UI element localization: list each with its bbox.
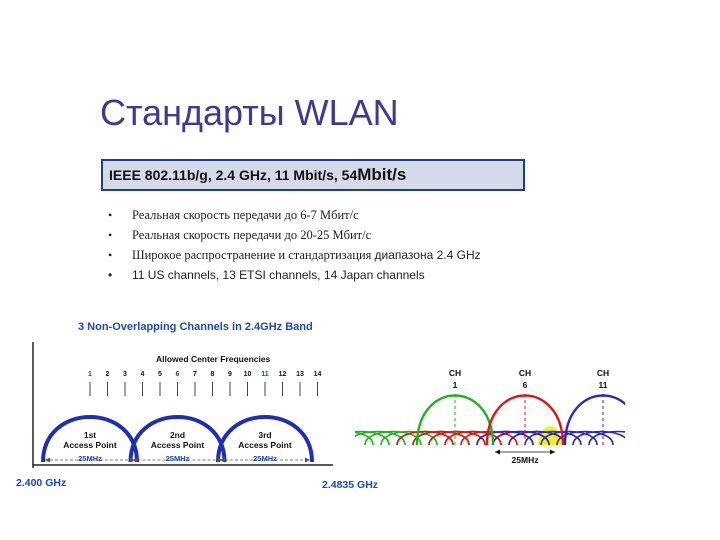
- slide-title: Стандарты WLAN: [100, 92, 399, 133]
- small-channel-arc: [476, 430, 534, 446]
- small-channel-arc: [355, 430, 406, 446]
- access-point-arc: [216, 415, 314, 463]
- channel-label: 4: [141, 371, 145, 378]
- main-channel-arc: [563, 394, 625, 446]
- banner-text: IEEE 802.11b/g, 2.4 GHz, 11 Mbit/s, 54: [109, 167, 358, 183]
- small-channel-arc: [364, 430, 422, 446]
- channel-labels: 1 2 3 4 5 6 7 8 9 10 11 12 13 14: [88, 371, 321, 378]
- small-channel-arc: [396, 430, 454, 446]
- bullet-marker: •: [108, 208, 113, 222]
- channel-ch-label: CH: [519, 368, 531, 378]
- channel-labels-right: CH 1 CH 6 CH 11: [449, 368, 609, 390]
- channel-number-label: 11: [599, 380, 608, 390]
- small-channel-arc: [355, 430, 390, 446]
- access-point-label: 2nd: [170, 430, 185, 440]
- bullet-marker: •: [108, 268, 113, 282]
- bullet-list: • Реальная скорость передачи до 6-7 Мбит/…: [108, 205, 481, 285]
- small-channel-arc: [444, 430, 502, 446]
- banner-text-big: Mbit/s: [357, 165, 407, 184]
- small-channel-arc: [412, 430, 470, 446]
- arrow-head: [45, 457, 50, 463]
- channel-label: 1: [88, 371, 92, 378]
- channel-ticks: [89, 382, 318, 396]
- freq-start-label: 2.400 GHz: [16, 477, 66, 489]
- channel-label: 12: [279, 371, 287, 378]
- channel-label: 11: [261, 371, 269, 378]
- channel-diagram-left: 3 Non-Overlapping Channels in 2.4GHz Ban…: [16, 321, 378, 491]
- bullet-item: • Реальная скорость передачи до 20-25 Мби…: [108, 225, 481, 245]
- left-axis: [32, 342, 333, 468]
- width-label: 25MHz: [253, 454, 277, 463]
- small-channel-arc: [355, 431, 374, 446]
- channel-label: 13: [296, 371, 304, 378]
- channel-number-label: 6: [523, 380, 528, 390]
- channel-width-marker-right: 25MHz: [495, 449, 555, 465]
- small-channel-arc: [380, 430, 438, 446]
- access-point-label: Access Point: [63, 440, 117, 450]
- bullet-item: • 11 US channels, 13 ETSI channels, 14 Ja…: [108, 265, 481, 285]
- bullet-item: • Широкое распространение и стандартизаци…: [108, 245, 481, 265]
- bullet-marker: •: [108, 228, 113, 242]
- channel-label: 10: [244, 371, 252, 378]
- small-channel-arc: [540, 430, 598, 446]
- bullet-marker: •: [108, 248, 113, 262]
- channel-diagram-right: CH 1 CH 6 CH 11 25MHz: [355, 368, 625, 465]
- width-label: 25MHz: [512, 455, 539, 465]
- access-point-label: Access Point: [238, 440, 292, 450]
- arrow-head: [220, 457, 225, 463]
- arrow-head: [495, 449, 500, 455]
- channel-number-label: 1: [453, 380, 458, 390]
- small-channel-arc: [524, 430, 582, 446]
- channel-label: 6: [176, 371, 180, 378]
- channel-ch-label: CH: [597, 368, 609, 378]
- channel-label: 3: [123, 371, 127, 378]
- bullet-text: 11 US channels, 13 ETSI channels, 14 Jap…: [132, 268, 425, 282]
- freq-end-label: 2.4835 GHz: [322, 479, 378, 491]
- arrow-head: [305, 457, 310, 463]
- arrow-head: [132, 457, 138, 463]
- small-channel-arc: [556, 430, 614, 446]
- channel-arcs: [355, 394, 625, 446]
- allowed-frequencies-label: Allowed Center Frequencies: [156, 354, 271, 364]
- standard-banner: IEEE 802.11b/g, 2.4 GHz, 11 Mbit/s, 54 M…: [101, 159, 525, 191]
- width-label: 25MHz: [166, 454, 190, 463]
- bullet-text: Широкое распространение и стандартизация: [132, 248, 375, 262]
- channel-label: 9: [228, 371, 232, 378]
- arrow-head: [550, 449, 555, 455]
- access-point-label: Access Point: [151, 440, 205, 450]
- bullet-text-suffix: диапазона 2.4 GHz: [374, 248, 481, 262]
- access-point-label: 1st: [84, 430, 96, 440]
- small-channel-arc: [428, 430, 486, 446]
- access-point-arcs: [41, 415, 314, 463]
- small-channel-arc: [588, 430, 625, 446]
- channel-label: 2: [106, 371, 110, 378]
- channel-label: 5: [158, 371, 162, 378]
- small-channel-arc: [492, 430, 550, 446]
- channel-label: 7: [193, 371, 197, 378]
- bullet-text: Реальная скорость передачи до 6-7 Мбит/с: [132, 208, 359, 222]
- channel-label: 14: [314, 371, 322, 378]
- width-label: 25MHz: [78, 454, 102, 463]
- access-point-label: 3rd: [258, 430, 271, 440]
- bullet-item: • Реальная скорость передачи до 6-7 Мбит/…: [108, 205, 481, 225]
- bullet-text: Реальная скорость передачи до 20-25 Мбит…: [132, 228, 372, 242]
- channel-ch-label: CH: [449, 368, 461, 378]
- small-channel-arc: [572, 430, 625, 446]
- channel-width-markers: 25MHz 25MHz 25MHz: [45, 454, 310, 463]
- channel-label: 8: [211, 371, 215, 378]
- left-figure-title: 3 Non-Overlapping Channels in 2.4GHz Ban…: [78, 321, 313, 333]
